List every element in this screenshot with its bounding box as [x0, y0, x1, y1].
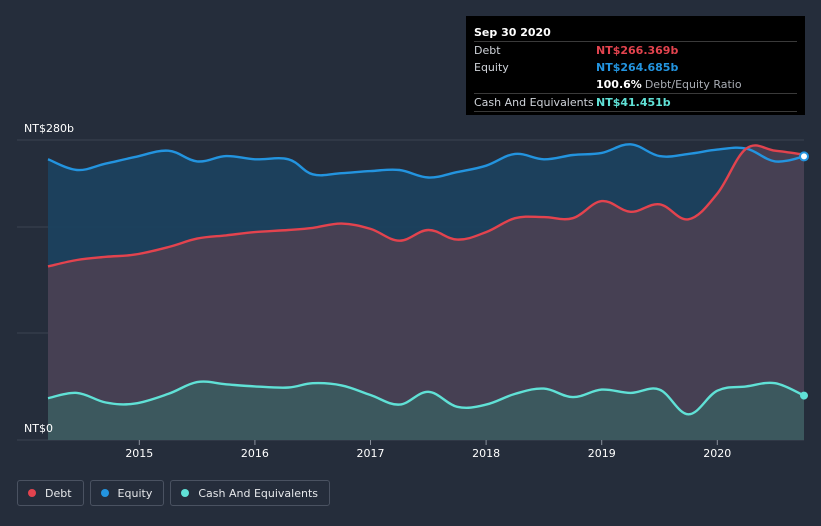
- legend-label: Cash And Equivalents: [198, 486, 318, 500]
- chart-legend: Debt Equity Cash And Equivalents: [17, 480, 330, 506]
- y-tick-label-top: NT$280b: [24, 122, 74, 135]
- equity-marker: [799, 151, 809, 162]
- tooltip-label: Cash And Equivalents: [474, 96, 594, 109]
- x-tick-label: 2019: [588, 447, 616, 460]
- tooltip-row-ratio: 100.6% Debt/Equity Ratio: [474, 76, 797, 93]
- tooltip-value: NT$266.369b: [596, 44, 679, 57]
- x-axis: 2015 2016 2017 2018 2019 2020: [125, 440, 731, 460]
- series-lines: [47, 143, 805, 416]
- tooltip-sub-label: Debt/Equity Ratio: [644, 78, 742, 91]
- legend-item-debt[interactable]: Debt: [17, 480, 84, 506]
- tooltip-value: NT$264.685b: [596, 61, 679, 74]
- x-tick-label: 2018: [472, 447, 500, 460]
- hover-markers: [799, 151, 809, 400]
- tooltip-label: Equity: [474, 61, 509, 74]
- cash-marker: [800, 391, 808, 400]
- equity-dot-icon: [100, 489, 109, 497]
- x-tick-label: 2016: [241, 447, 269, 460]
- cash-dot-icon: [181, 489, 190, 497]
- x-tick-label: 2015: [125, 447, 153, 460]
- equity-line: [47, 143, 805, 179]
- legend-item-equity[interactable]: Equity: [89, 480, 165, 506]
- x-tick-label: 2017: [357, 447, 385, 460]
- y-tick-label-bottom: NT$0: [24, 422, 53, 435]
- tooltip-row-cash: Cash And Equivalents NT$41.451b: [474, 93, 797, 112]
- legend-label: Debt: [45, 486, 72, 500]
- tooltip-label: Debt: [474, 44, 501, 57]
- hover-tooltip: Sep 30 2020 Debt NT$266.369b Equity NT$2…: [466, 16, 805, 115]
- cash-area: [48, 381, 804, 440]
- tooltip-value: 100.6%: [596, 78, 642, 91]
- tooltip-row-equity: Equity NT$264.685b: [474, 59, 797, 76]
- series-areas: [48, 144, 804, 441]
- legend-item-cash[interactable]: Cash And Equivalents: [170, 480, 330, 506]
- tooltip-row-debt: Debt NT$266.369b: [474, 41, 797, 59]
- debt-line: [47, 144, 805, 268]
- tooltip-date: Sep 30 2020: [474, 26, 551, 39]
- debt-area: [48, 145, 804, 441]
- cash-line: [47, 380, 805, 416]
- debt-dot-icon: [28, 489, 36, 497]
- x-tick-label: 2020: [703, 447, 731, 460]
- tooltip-label: [474, 76, 596, 93]
- tooltip-value: NT$41.451b: [596, 96, 671, 109]
- legend-label: Equity: [117, 486, 153, 500]
